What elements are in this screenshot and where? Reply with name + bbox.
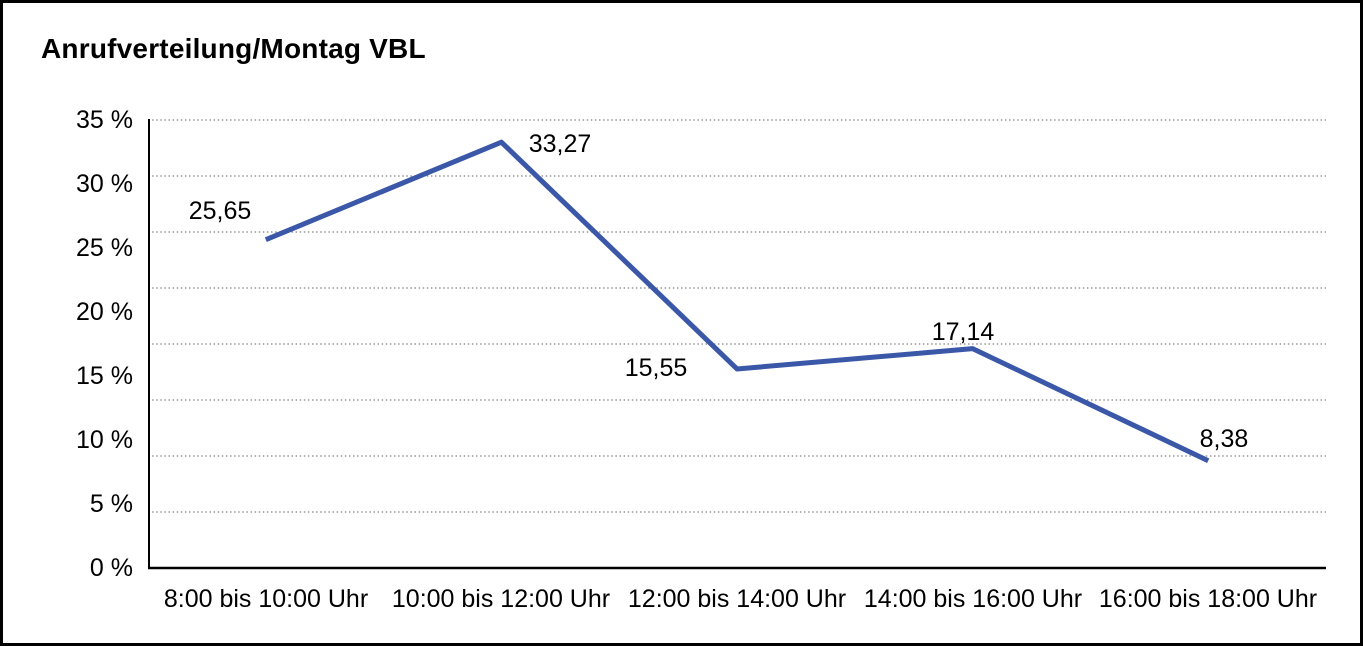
y-tick-label-15: 15 %: [76, 362, 133, 390]
data-point-label-3: 15,55: [624, 354, 688, 382]
data-point-label-1: 25,65: [188, 197, 252, 225]
x-category-label-3: 12:00 bis 14:00 Uhr: [627, 585, 847, 613]
plot-area: [148, 119, 1326, 570]
data-point-label-4: 17,14: [931, 318, 995, 346]
y-tick-label-10: 10 %: [76, 426, 133, 454]
y-tick-label-35: 35 %: [76, 106, 133, 134]
x-category-label-5: 16:00 bis 18:00 Uhr: [1098, 585, 1318, 613]
y-tick-label-5: 5 %: [89, 490, 133, 518]
y-tick-label-20: 20 %: [76, 298, 133, 326]
data-line-series: [264, 139, 1210, 463]
y-tick-label-0: 0 %: [89, 554, 133, 582]
chart-title: Anrufverteilung/Montag VBL: [41, 33, 426, 64]
x-category-label-1: 8:00 bis 10:00 Uhr: [163, 585, 369, 613]
data-point-label-2: 33,27: [528, 130, 592, 158]
x-category-label-4: 14:00 bis 16:00 Uhr: [863, 585, 1083, 613]
data-point-label-5: 8,38: [1199, 425, 1249, 453]
y-tick-label-25: 25 %: [76, 234, 133, 262]
x-category-label-2: 10:00 bis 12:00 Uhr: [391, 585, 611, 613]
y-tick-label-30: 30 %: [76, 170, 133, 198]
